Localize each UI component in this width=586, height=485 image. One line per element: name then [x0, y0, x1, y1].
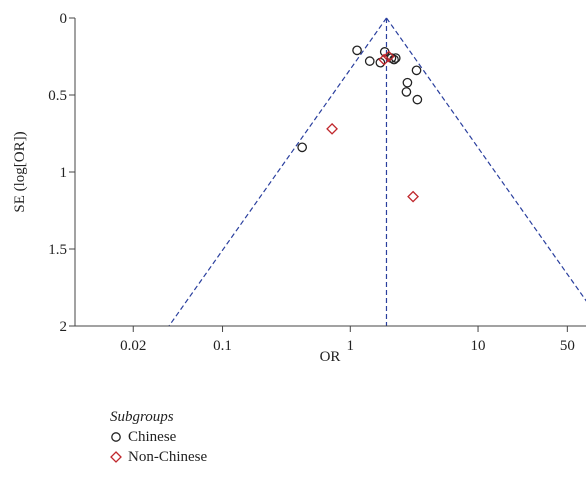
y-axis-title: SE (log[OR]) [12, 131, 28, 212]
data-points [297, 45, 423, 203]
y-tick-label: 2 [60, 319, 68, 335]
data-point-chinese [352, 45, 362, 56]
diamond-marker-icon [110, 451, 122, 463]
legend-title: Subgroups [110, 409, 174, 425]
data-point-chinese [412, 94, 423, 105]
x-tick-label: 50 [560, 338, 575, 354]
data-point-chinese [411, 65, 422, 76]
data-point-non-chinese [326, 122, 338, 135]
x-tick-label: 0.1 [213, 338, 232, 354]
data-point-chinese [297, 142, 308, 153]
legend: Subgroups Chinese Non-Chinese [110, 407, 207, 467]
y-tick-label: 1 [60, 165, 68, 181]
axes [74, 18, 586, 327]
x-axis-title: OR [320, 349, 341, 365]
data-point-non-chinese [378, 53, 391, 66]
data-point-chinese [401, 87, 412, 97]
x-tick-label: 1 [347, 338, 355, 354]
y-tick-label: 0.5 [48, 88, 67, 104]
lower-ci-line [168, 17, 387, 327]
data-point-chinese [402, 77, 413, 88]
legend-label-non-chinese: Non-Chinese [128, 449, 208, 465]
data-point-non-chinese [407, 190, 419, 203]
x-tick-label: 10 [471, 338, 486, 354]
circle-marker-icon [111, 432, 121, 442]
x-tick-label: 0.02 [120, 338, 146, 354]
funnel-guides [168, 17, 586, 327]
data-point-non-chinese [382, 50, 395, 63]
data-point-chinese [364, 56, 375, 66]
funnel-plot: 0 0.5 1 1.5 2 0.02 0.1 1 10 50 OR SE (log[OR]) [12, 11, 586, 365]
legend-label-chinese: Chinese [128, 429, 177, 445]
legend-item-chinese: Chinese [110, 427, 207, 447]
y-ticks: 0 0.5 1 1.5 2 [48, 11, 75, 335]
y-tick-label: 0 [60, 11, 68, 27]
data-point-chinese [375, 57, 386, 68]
upper-ci-line [385, 17, 586, 302]
y-tick-label: 1.5 [48, 242, 67, 258]
x-ticks: 0.02 0.1 1 10 50 [120, 326, 575, 354]
legend-item-non-chinese: Non-Chinese [110, 447, 207, 467]
